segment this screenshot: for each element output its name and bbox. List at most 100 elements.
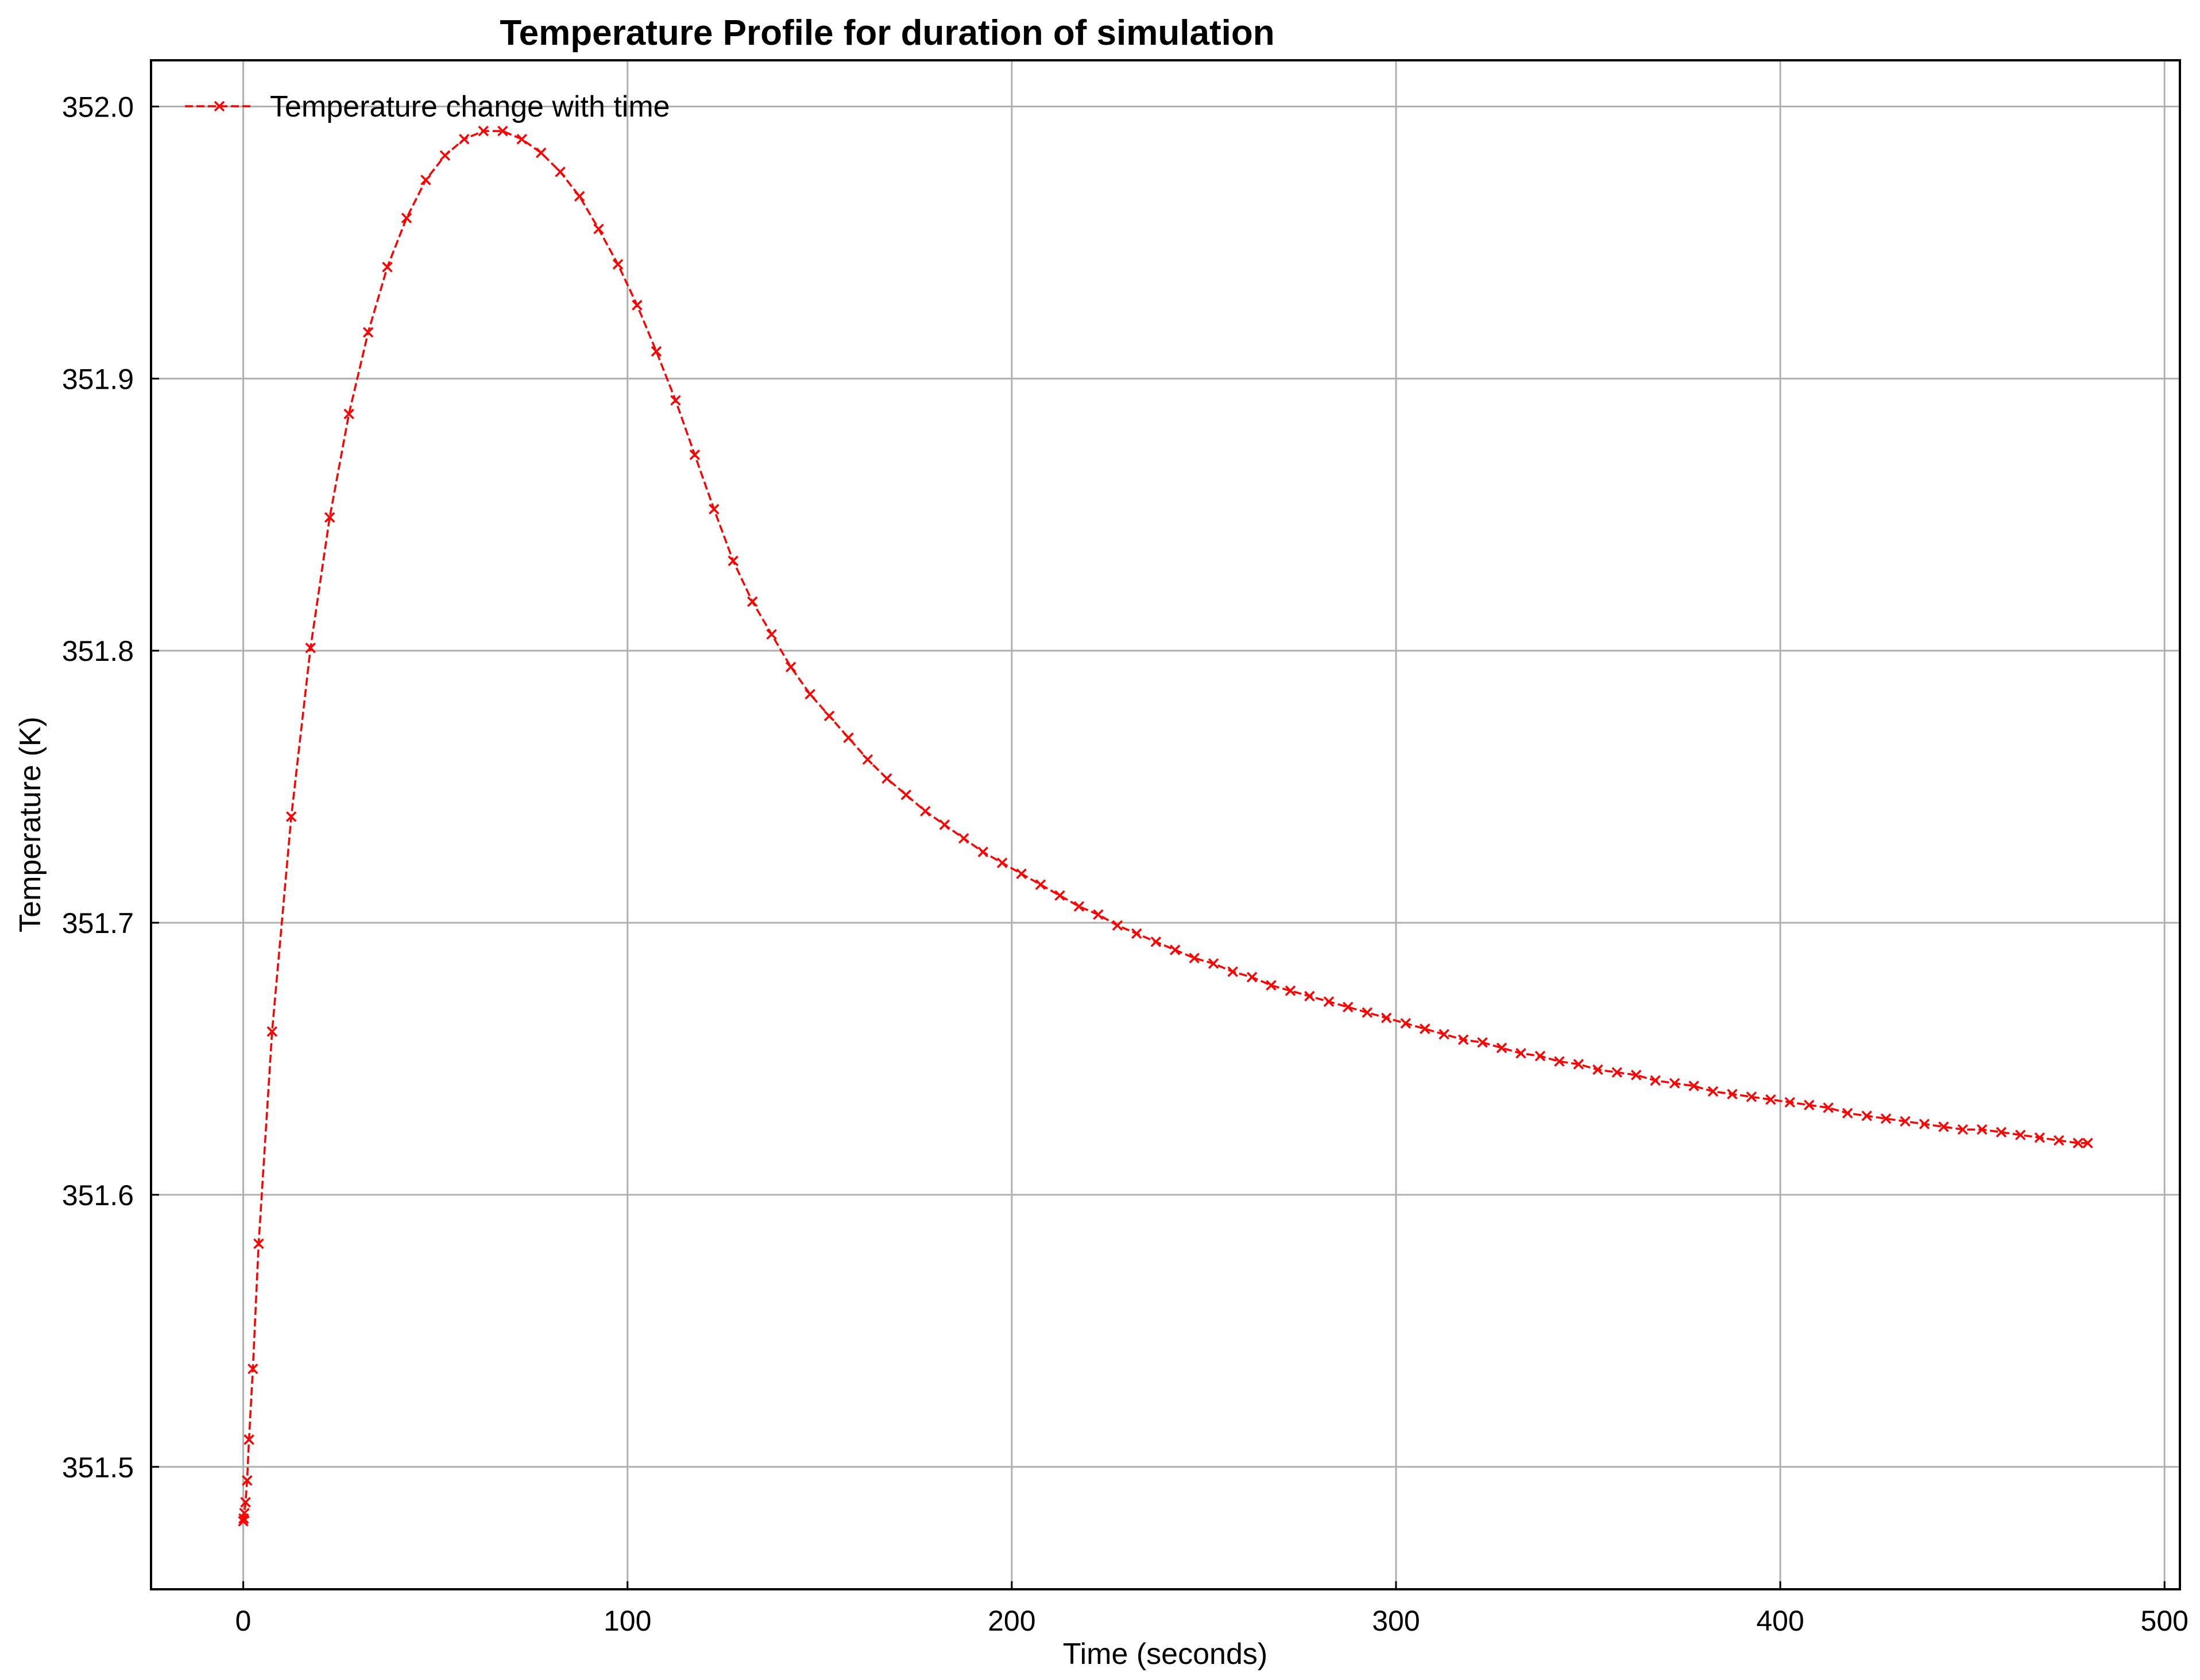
- data-point-marker: [420, 175, 431, 185]
- data-point-marker: [843, 732, 854, 744]
- data-point-marker: [253, 1238, 264, 1249]
- data-point-marker: [238, 1516, 249, 1527]
- data-point-marker: [1592, 1064, 1603, 1075]
- data-point-marker: [1804, 1100, 1815, 1110]
- data-point-marker: [1765, 1094, 1776, 1105]
- data-point-marker: [1054, 890, 1065, 901]
- legend-marker: [214, 100, 225, 112]
- data-point-marker: [1630, 1070, 1642, 1081]
- data-point-marker: [1900, 1116, 1911, 1127]
- data-point-marker: [1977, 1124, 1988, 1135]
- data-point-marker: [632, 300, 643, 311]
- data-point-marker: [670, 395, 681, 406]
- data-point-marker: [439, 150, 451, 161]
- data-point-marker: [1208, 958, 1219, 969]
- data-point-marker: [1266, 980, 1277, 991]
- data-point-marker: [1688, 1081, 1699, 1091]
- data-point-marker: [1573, 1059, 1584, 1070]
- data-point-marker: [1227, 966, 1238, 977]
- data-point-marker: [1400, 1018, 1411, 1029]
- data-point-marker: [1439, 1029, 1449, 1040]
- data-point-marker: [497, 125, 508, 137]
- x-axis-ticks: 0 100 200 300 400 500: [235, 1581, 2189, 1637]
- data-point-marker: [1880, 1113, 1892, 1124]
- legend-label: Temperature change with time: [270, 90, 670, 123]
- data-point-marker: [862, 754, 873, 765]
- data-point-marker: [362, 327, 374, 338]
- data-point-marker: [1112, 920, 1123, 931]
- data-point-marker: [1861, 1110, 1872, 1121]
- data-point-marker: [1419, 1023, 1430, 1035]
- data-point-marker: [1169, 944, 1181, 955]
- legend: Temperature change with time: [185, 90, 670, 123]
- data-point-marker: [766, 629, 777, 640]
- data-point-marker: [574, 191, 585, 202]
- data-point-marker: [243, 1434, 254, 1445]
- data-point-marker: [996, 857, 1008, 869]
- data-point-marker: [920, 806, 931, 817]
- y-tick-label: 351.9: [62, 363, 134, 395]
- data-point-marker: [478, 125, 489, 137]
- data-point-marker: [1823, 1102, 1834, 1113]
- data-point-marker: [1727, 1089, 1738, 1100]
- x-tick-label: 100: [604, 1605, 651, 1637]
- data-point-marker: [2015, 1129, 2026, 1140]
- data-point-marker: [240, 1497, 251, 1508]
- data-point-marker: [823, 710, 835, 722]
- data-point-marker: [2034, 1132, 2046, 1143]
- data-point-marker: [1996, 1127, 2007, 1138]
- data-point-marker: [709, 504, 720, 515]
- data-point-marker: [805, 688, 815, 700]
- data-point-marker: [1343, 1001, 1354, 1013]
- data-point-marker: [1457, 1034, 1469, 1046]
- data-point-marker: [1073, 901, 1085, 912]
- data-point-marker: [2073, 1137, 2083, 1149]
- data-point-marker: [1381, 1012, 1392, 1024]
- data-point-marker: [1150, 936, 1162, 947]
- data-point-marker: [2082, 1137, 2093, 1149]
- data-point-marker: [1784, 1097, 1796, 1108]
- data-point-marker: [248, 1363, 258, 1375]
- chart-title: Temperature Profile for duration of simu…: [500, 13, 1274, 53]
- data-point-marker: [1323, 996, 1335, 1007]
- data-point-marker: [1496, 1042, 1507, 1054]
- x-tick-label: 0: [235, 1605, 252, 1637]
- data-point-marker: [900, 789, 912, 800]
- data-point-marker: [1304, 990, 1315, 1002]
- data-point-marker: [651, 346, 662, 357]
- data-point-marker: [242, 1475, 253, 1486]
- data-point-marker: [1515, 1048, 1526, 1059]
- data-point-marker: [1554, 1056, 1565, 1067]
- data-point-marker: [324, 512, 335, 523]
- data-point-marker: [881, 773, 892, 784]
- y-tick-label: 351.7: [62, 907, 134, 939]
- data-point-marker: [1189, 953, 1200, 963]
- data-point-marker: [285, 811, 297, 822]
- data-point-marker: [1707, 1086, 1719, 1097]
- x-axis-label: Time (seconds): [1063, 1638, 1267, 1671]
- data-point-marker: [1131, 928, 1142, 939]
- data-point-marker: [977, 846, 988, 858]
- data-point-marker: [1035, 879, 1046, 890]
- x-tick-label: 300: [1372, 1605, 1420, 1637]
- y-tick-label: 351.5: [62, 1451, 134, 1484]
- data-point-marker: [612, 259, 624, 270]
- data-point-marker: [747, 596, 758, 607]
- data-point-marker: [305, 642, 316, 653]
- data-point-marker: [401, 212, 412, 224]
- data-point-marker: [1093, 909, 1104, 920]
- data-point-marker: [1938, 1121, 1949, 1132]
- data-point-marker: [1362, 1007, 1373, 1018]
- data-point-marker: [1669, 1078, 1680, 1089]
- data-point-marker: [1919, 1118, 1930, 1129]
- data-point-marker: [785, 661, 797, 672]
- data-point-marker: [958, 833, 969, 844]
- y-tick-label: 351.8: [62, 635, 134, 667]
- y-axis-ticks: 351.5 351.6 351.7 351.8 351.9 352.0: [62, 91, 159, 1484]
- grid-lines: [151, 60, 2180, 1589]
- x-tick-label: 500: [2141, 1605, 2189, 1637]
- data-point-marker: [459, 134, 470, 145]
- data-point-marker: [1611, 1067, 1622, 1078]
